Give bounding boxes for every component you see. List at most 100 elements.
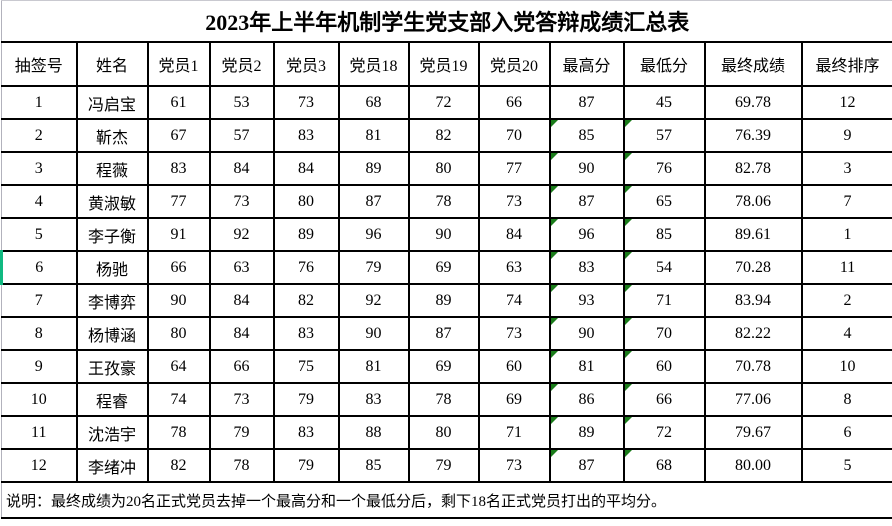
column-header-7[interactable]: 党员20 — [477, 41, 551, 87]
column-header-2[interactable]: 党员1 — [146, 41, 211, 87]
cell-score[interactable]: 82 — [146, 448, 211, 483]
cell-score[interactable]: 90 — [548, 316, 625, 351]
cell-score[interactable]: 8 — [800, 382, 892, 417]
cell-score[interactable]: 81 — [337, 118, 410, 153]
cell-name[interactable]: 程薇 — [75, 151, 149, 186]
cell-score[interactable]: 89 — [272, 217, 340, 252]
cell-score[interactable]: 90 — [337, 316, 410, 351]
cell-score[interactable]: 69.78 — [703, 85, 803, 120]
cell-score[interactable]: 92 — [337, 283, 410, 318]
cell-score[interactable]: 72 — [407, 85, 480, 120]
cell-score[interactable]: 73 — [477, 448, 551, 483]
cell-score[interactable]: 89.61 — [703, 217, 803, 252]
cell-score[interactable]: 67 — [146, 118, 211, 153]
cell-score[interactable]: 69 — [477, 382, 551, 417]
cell-score[interactable]: 80 — [272, 184, 340, 219]
cell-score[interactable]: 63 — [208, 250, 275, 285]
cell-score[interactable]: 79 — [208, 415, 275, 450]
cell-score[interactable]: 12 — [800, 85, 892, 120]
cell-score[interactable]: 87 — [548, 184, 625, 219]
cell-score[interactable]: 87 — [548, 448, 625, 483]
cell-score[interactable]: 93 — [548, 283, 625, 318]
cell-lot-number[interactable]: 4 — [1, 184, 78, 219]
column-header-8[interactable]: 最高分 — [548, 41, 625, 87]
cell-score[interactable]: 74 — [146, 382, 211, 417]
cell-score[interactable]: 4 — [800, 316, 892, 351]
cell-score[interactable]: 60 — [477, 349, 551, 384]
column-header-11[interactable]: 最终排序 — [800, 41, 892, 87]
cell-score[interactable]: 90 — [548, 151, 625, 186]
cell-score[interactable]: 74 — [477, 283, 551, 318]
column-header-4[interactable]: 党员3 — [272, 41, 340, 87]
cell-score[interactable]: 84 — [208, 316, 275, 351]
cell-score[interactable]: 82 — [407, 118, 480, 153]
cell-name[interactable]: 王孜豪 — [75, 349, 149, 384]
cell-score[interactable]: 76 — [622, 151, 706, 186]
cell-score[interactable]: 66 — [146, 250, 211, 285]
cell-lot-number[interactable]: 11 — [1, 415, 78, 450]
cell-score[interactable]: 90 — [146, 283, 211, 318]
cell-score[interactable]: 77 — [477, 151, 551, 186]
cell-score[interactable]: 71 — [477, 415, 551, 450]
cell-score[interactable]: 73 — [477, 184, 551, 219]
cell-score[interactable]: 88 — [337, 415, 410, 450]
cell-score[interactable]: 83 — [272, 415, 340, 450]
cell-lot-number[interactable]: 5 — [1, 217, 78, 252]
cell-score[interactable]: 70.28 — [703, 250, 803, 285]
cell-score[interactable]: 1 — [800, 217, 892, 252]
cell-score[interactable]: 78 — [407, 382, 480, 417]
cell-score[interactable]: 69 — [407, 250, 480, 285]
cell-lot-number[interactable]: 7 — [1, 283, 78, 318]
cell-name[interactable]: 李绪冲 — [75, 448, 149, 483]
cell-lot-number[interactable]: 9 — [1, 349, 78, 384]
cell-score[interactable]: 96 — [548, 217, 625, 252]
footer-note[interactable]: 说明：最终成绩为20名正式党员去掉一个最高分和一个最低分后，剩下18名正式党员打… — [0, 481, 892, 519]
cell-score[interactable]: 79 — [407, 448, 480, 483]
cell-score[interactable]: 85 — [337, 448, 410, 483]
cell-score[interactable]: 80 — [407, 415, 480, 450]
cell-score[interactable]: 69 — [407, 349, 480, 384]
column-header-10[interactable]: 最终成绩 — [703, 41, 803, 87]
cell-score[interactable]: 3 — [800, 151, 892, 186]
cell-score[interactable]: 5 — [800, 448, 892, 483]
table-title[interactable]: 2023年上半年机制学生党支部入党答辩成绩汇总表 — [0, 0, 892, 43]
cell-score[interactable]: 78 — [208, 448, 275, 483]
cell-score[interactable]: 96 — [337, 217, 410, 252]
cell-score[interactable]: 45 — [622, 85, 706, 120]
cell-score[interactable]: 87 — [407, 316, 480, 351]
cell-name[interactable]: 李子衡 — [75, 217, 149, 252]
cell-score[interactable]: 73 — [208, 184, 275, 219]
cell-score[interactable]: 66 — [477, 85, 551, 120]
column-header-9[interactable]: 最低分 — [622, 41, 706, 87]
cell-score[interactable]: 83 — [272, 316, 340, 351]
cell-score[interactable]: 9 — [800, 118, 892, 153]
cell-score[interactable]: 71 — [622, 283, 706, 318]
cell-score[interactable]: 84 — [477, 217, 551, 252]
cell-score[interactable]: 85 — [548, 118, 625, 153]
cell-score[interactable]: 83 — [337, 382, 410, 417]
cell-score[interactable]: 83 — [548, 250, 625, 285]
cell-score[interactable]: 6 — [800, 415, 892, 450]
cell-name[interactable]: 黄淑敏 — [75, 184, 149, 219]
cell-score[interactable]: 66 — [622, 382, 706, 417]
cell-score[interactable]: 70 — [477, 118, 551, 153]
cell-score[interactable]: 66 — [208, 349, 275, 384]
cell-score[interactable]: 83 — [272, 118, 340, 153]
cell-score[interactable]: 63 — [477, 250, 551, 285]
cell-score[interactable]: 78.06 — [703, 184, 803, 219]
cell-score[interactable]: 79 — [337, 250, 410, 285]
cell-score[interactable]: 89 — [548, 415, 625, 450]
cell-score[interactable]: 68 — [622, 448, 706, 483]
cell-score[interactable]: 81 — [337, 349, 410, 384]
cell-score[interactable]: 75 — [272, 349, 340, 384]
cell-score[interactable]: 79.67 — [703, 415, 803, 450]
cell-lot-number[interactable]: 6 — [0, 250, 78, 285]
cell-score[interactable]: 61 — [146, 85, 211, 120]
cell-score[interactable]: 73 — [477, 316, 551, 351]
cell-score[interactable]: 84 — [208, 151, 275, 186]
cell-score[interactable]: 77.06 — [703, 382, 803, 417]
cell-score[interactable]: 90 — [407, 217, 480, 252]
cell-score[interactable]: 79 — [272, 448, 340, 483]
cell-score[interactable]: 2 — [800, 283, 892, 318]
cell-score[interactable]: 73 — [272, 85, 340, 120]
